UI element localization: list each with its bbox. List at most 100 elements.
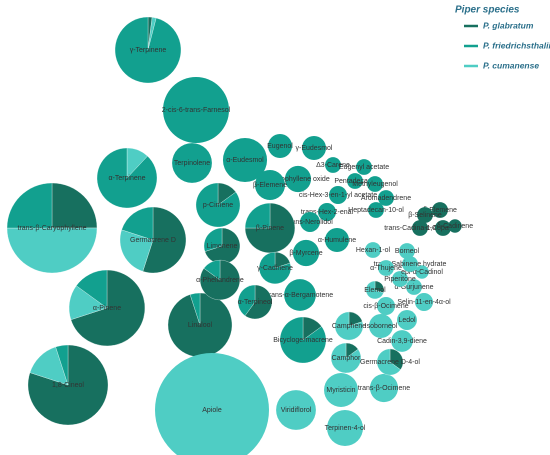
pie-slice [367, 176, 383, 192]
pie-slice [378, 260, 394, 276]
bubble: Terpinen-4-ol [325, 410, 366, 446]
bubble: Viridiflorol [276, 390, 316, 430]
legend: Piper species P. glabratum P. friedrichst… [455, 5, 550, 71]
pie-slice [96, 147, 158, 209]
bubble: α-Pinene [68, 269, 146, 347]
pie-slice [391, 330, 413, 352]
bubble: Camphor [330, 342, 362, 374]
bubble: trans-Sabinene hydrate [374, 256, 446, 272]
pie-slice [255, 170, 285, 200]
bubble-label: α-Terpinene [108, 175, 145, 182]
bubble: α-Humulene [318, 228, 356, 252]
legend-title: Piper species [455, 5, 520, 16]
bubble: Δ3-Carene [316, 157, 350, 173]
pie-slice [377, 297, 395, 315]
bubble-label: Pentadecane [334, 178, 375, 185]
pie-slice [415, 265, 429, 279]
bubble: δ-Cadinene [437, 219, 473, 233]
bubble-label: α-Terpineol [238, 299, 273, 306]
bubble: trans-Hex-2-enal [301, 203, 354, 221]
bubble-label: p-Cimene [203, 202, 233, 209]
bubble: Eugenol [267, 134, 293, 158]
bubble-label: Isoborneol [365, 323, 398, 330]
pie-slice [417, 207, 433, 223]
bubble-label: Caryophyllene oxide [266, 176, 330, 183]
pie-slice [318, 203, 336, 221]
bubble: Terpinolene [172, 143, 212, 183]
pie-slice [368, 202, 384, 218]
bubble-label: Apiole [202, 407, 222, 414]
pie-slice [244, 202, 271, 229]
legend-label: P. friedrichsthalii [483, 40, 550, 50]
bubble: Aromadendrene [361, 190, 411, 206]
pie-slice [402, 256, 418, 272]
pie-slice [114, 16, 182, 84]
pie-slice [279, 316, 327, 364]
bubble: β-Pinene [244, 202, 296, 254]
bubble-label: Hexan-1-ol [356, 247, 391, 254]
pie-slice [448, 219, 462, 233]
legend-label: P. cumanense [483, 60, 539, 70]
pie-slice [327, 410, 363, 446]
bubble: Isoborneol [365, 314, 398, 338]
bubble-label: γ-Terpinene [130, 47, 167, 54]
bubble: Borneol [395, 243, 420, 259]
pie-slice [121, 206, 154, 241]
bubble-label: cis-β-Ocimene [363, 303, 408, 310]
pie-slice [325, 157, 341, 173]
pie-slice [365, 280, 384, 300]
bubble: p-Cimene [195, 182, 241, 228]
bubble: trans-α-Bergamotene [267, 279, 333, 311]
pie-slice [6, 227, 98, 274]
bubble-label: α-Thujene [370, 265, 402, 272]
bubble-label: Selin-11-en-4α-ol [397, 299, 451, 306]
pie-slice [189, 292, 201, 326]
bubble-label: α-Pinene [93, 305, 121, 312]
bubble: Elemol [364, 280, 386, 300]
bubble-label: Limonene [207, 243, 238, 250]
pie-slice [415, 293, 433, 311]
bubble: Heptadecan-10-ol [348, 202, 404, 218]
bubble: epi-α-Cadinol [401, 265, 443, 279]
bubble-label: Terpinolene [174, 160, 210, 167]
pie-slice [268, 134, 292, 158]
bubble-label: Cadin-3,9-diene [377, 338, 427, 345]
bubble-label: Terpinen-4-ol [325, 425, 366, 432]
bubble-label: γ-Eudesmol [296, 145, 333, 152]
bubble-label: Linalool [188, 322, 213, 329]
bubble: Pentadecane [334, 173, 376, 189]
bubble-label: δ-Cadinene [437, 223, 473, 230]
pie-slice [55, 344, 69, 386]
bubble: Germacrene D-4-ol [360, 348, 420, 376]
bubble-label: α-Eudesmol [226, 157, 264, 164]
bubble: Selin-11-en-4α-ol [397, 293, 451, 311]
bubble: α-Gurjunene [394, 279, 434, 295]
bubble-label: trans-Cadina-1,4-diene [384, 225, 456, 232]
pie-slice [412, 220, 428, 236]
bubble: α-Terpinene [96, 147, 158, 209]
pie-slice [195, 182, 241, 228]
bubble: 1,8-Cineol [27, 344, 109, 426]
pie-slice [172, 143, 212, 183]
bubble: Camphene [332, 311, 366, 341]
bubble-label: trans-Hex-2-enal [301, 209, 354, 216]
bubble: α-Phellandrene [196, 259, 244, 301]
bubble: Linalool [167, 292, 233, 358]
bubble: β-Myrcene [289, 239, 323, 267]
bubble: Hexan-1-ol [356, 242, 391, 258]
bubble-label: β-Selinene [408, 212, 442, 219]
bubble-label: Camphene [332, 323, 366, 330]
bubble-label: trans-β-Ocimene [358, 385, 410, 392]
bubble: α-Eudesmol [222, 137, 268, 183]
pie-slice [347, 173, 363, 189]
bubble: 2-cis-6-trans-Farnesol [162, 77, 231, 143]
bubble-label: cis-Hex-3-en-1-yl acetate [299, 192, 377, 199]
bubble-layer: γ-Terpinene 2-cis-6-trans-Farnesol α-Terpi… [6, 16, 473, 455]
bubble: Ledol [397, 310, 417, 330]
pie-slice [399, 243, 415, 259]
bubble: cis-Hex-3-en-1-yl acetate [299, 186, 377, 204]
bubble-label: epi-α-Cadinol [401, 269, 443, 276]
bubble-label: Camphor [332, 355, 361, 362]
pie-slice [392, 271, 408, 287]
